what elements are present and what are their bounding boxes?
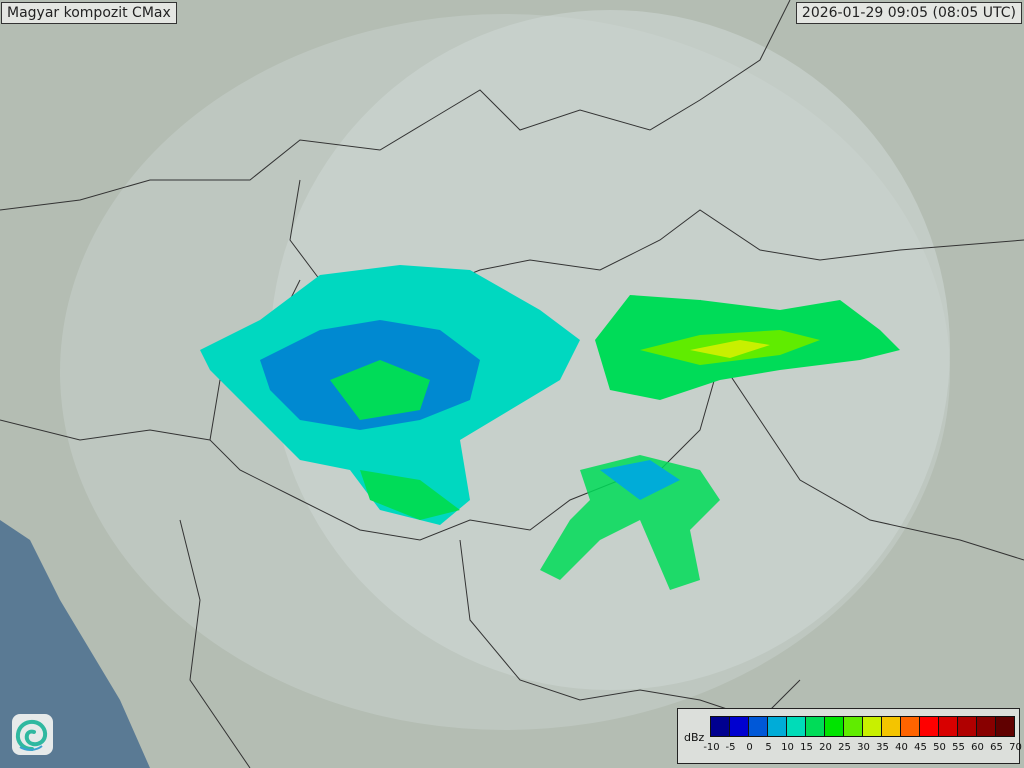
legend-swatch <box>901 717 920 736</box>
swirl-logo-icon <box>15 719 48 751</box>
legend-swatch <box>711 717 730 736</box>
legend-tick-label: 70 <box>1009 742 1022 753</box>
map-title: Magyar kompozit CMax <box>1 2 177 24</box>
timestamp: 2026-01-29 09:05 (08:05 UTC) <box>795 2 1022 24</box>
legend-tick-label: -5 <box>725 742 736 753</box>
met-service-logo[interactable] <box>12 714 53 755</box>
legend-tick-label: 40 <box>895 742 908 753</box>
adriatic-sea <box>0 520 150 768</box>
legend-swatch <box>977 717 996 736</box>
legend-tick-label: 10 <box>781 742 794 753</box>
legend-color-bar <box>710 716 1015 737</box>
legend-tick-label: 30 <box>857 742 870 753</box>
legend-tick-label: 5 <box>765 742 772 753</box>
legend-unit: dBz <box>684 731 705 744</box>
legend-tick-label: 55 <box>952 742 965 753</box>
legend-tick-label: 15 <box>800 742 813 753</box>
legend-tick-label: 50 <box>933 742 946 753</box>
legend-swatch <box>939 717 958 736</box>
legend-tick-label: 0 <box>746 742 753 753</box>
precipitation-echoes <box>200 265 900 590</box>
legend-swatch <box>730 717 749 736</box>
legend-swatch <box>882 717 901 736</box>
legend-swatch <box>844 717 863 736</box>
legend-tick-label: 65 <box>990 742 1003 753</box>
dbz-legend: dBz -10 -5 0 5 10 15 20 25 30 35 40 45 50 55 60 65 70 <box>677 708 1022 764</box>
legend-swatch <box>863 717 882 736</box>
legend-tick-label: -10 <box>703 742 720 753</box>
legend-tick-label: 25 <box>838 742 851 753</box>
legend-tick-label: 35 <box>876 742 889 753</box>
legend-swatch <box>787 717 806 736</box>
legend-ticks: -10 -5 0 5 10 15 20 25 30 35 40 45 50 55 60 65 70 <box>702 742 1024 753</box>
legend-tick-label: 20 <box>819 742 832 753</box>
legend-swatch <box>768 717 787 736</box>
legend-swatch <box>749 717 768 736</box>
legend-swatch <box>958 717 977 736</box>
legend-tick-label: 45 <box>914 742 927 753</box>
legend-swatch <box>920 717 939 736</box>
legend-swatch <box>825 717 844 736</box>
legend-tick-label: 60 <box>971 742 984 753</box>
legend-swatch <box>806 717 825 736</box>
legend-swatch <box>996 717 1014 736</box>
